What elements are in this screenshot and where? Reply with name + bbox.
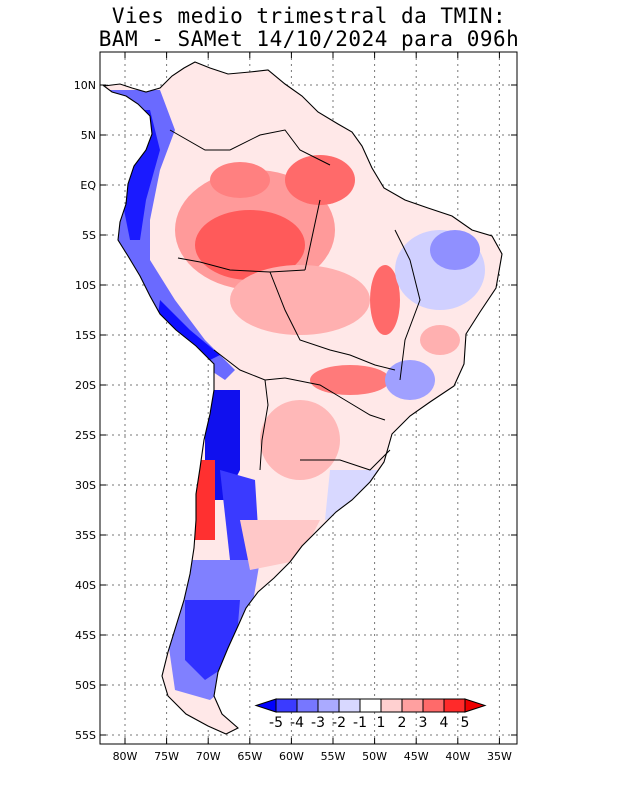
colorbar-label: -4 (290, 715, 304, 731)
border-chile-argentina-north (259, 379, 269, 471)
lat-tick-label: EQ (80, 179, 96, 192)
colorbar-label: -2 (332, 715, 346, 731)
map-title-line1: Vies medio trimestral da TMIN: (111, 4, 507, 28)
colorbar-swatch (401, 698, 424, 713)
lon-tick-label: 65W (237, 750, 262, 763)
lon-tick-label: 55W (321, 750, 346, 763)
colorbar: -5 -4 -3 -2 -1 1 2 3 4 5 (254, 698, 487, 731)
lat-tick-label: 5N (81, 129, 96, 142)
border-bolivia-brazil (269, 271, 396, 371)
bias-region-uruguay (325, 470, 380, 520)
colorbar-max-arrow (464, 698, 487, 713)
lat-tick-label: 30S (75, 479, 96, 492)
lon-tick-label: 60W (279, 750, 304, 763)
bias-region-southeast (385, 360, 435, 400)
colorbar-label: 1 (377, 715, 386, 731)
lon-tick-label: 40W (445, 750, 470, 763)
border-amazon-internal (304, 199, 321, 271)
lat-tick-label: 55S (75, 729, 96, 742)
lat-tick-label: 25S (75, 429, 96, 442)
bias-region-amazon-core (195, 210, 305, 280)
lat-tick-label: 5S (82, 229, 96, 242)
lat-tick-label: 10S (75, 279, 96, 292)
colorbar-swatch (317, 698, 340, 713)
bias-region-north (285, 155, 355, 205)
lat-tick-label: 10N (74, 79, 96, 92)
border-bolivia-peru (213, 349, 286, 381)
lat-tick-label: 15S (75, 329, 96, 342)
border-uruguay (300, 449, 391, 471)
map-title-line2: BAM - SAMet 14/10/2024 para 096h (98, 27, 520, 51)
colorbar-swatch (422, 698, 445, 713)
colorbar-swatch (338, 698, 361, 713)
lat-tick-label: 40S (75, 579, 96, 592)
bias-region-peru-coast (158, 300, 220, 360)
colorbar-label: -1 (353, 715, 367, 731)
lon-tick-label: 70W (196, 750, 221, 763)
bias-region-chile-central (195, 460, 215, 540)
colorbar-swatch (380, 698, 403, 713)
bias-region-south-central (310, 365, 390, 395)
bias-region-tocantins (370, 265, 400, 335)
coastline (102, 61, 503, 735)
border-peru-brazil (177, 257, 306, 273)
colorbar-swatch (443, 698, 466, 713)
colorbar-label: 4 (440, 715, 449, 731)
border-paraguay (284, 377, 386, 421)
latitude-axis: 10N 5N EQ 5S 10S 15S 20S 25S 30S 35S 40S 45S 50S 55S (74, 79, 517, 742)
colorbar-label: 2 (398, 715, 407, 731)
lat-tick-label: 50S (75, 679, 96, 692)
bias-region-central (230, 265, 370, 335)
colorbar-swatch (296, 698, 319, 713)
colorbar-label: -3 (311, 715, 325, 731)
lat-tick-label: 35S (75, 529, 96, 542)
lon-tick-label: 80W (113, 750, 138, 763)
lat-tick-label: 45S (75, 629, 96, 642)
lon-tick-label: 50W (362, 750, 387, 763)
colorbar-label: 3 (419, 715, 428, 731)
bias-region-northwest (210, 162, 270, 198)
bias-region-northeast-core (430, 230, 480, 270)
border-north (169, 129, 331, 166)
lat-tick-label: 20S (75, 379, 96, 392)
country-borders (169, 129, 421, 471)
bias-region-chaco (260, 400, 340, 480)
lon-tick-label: 45W (404, 750, 429, 763)
bias-shading (110, 90, 485, 700)
border-brazil-states (394, 229, 421, 381)
longitude-axis: 80W 75W 70W 65W 60W 55W 50W 45W 40W 35W (113, 52, 512, 763)
colorbar-label: -5 (269, 715, 283, 731)
lon-tick-label: 75W (154, 750, 179, 763)
colorbar-label: 5 (461, 715, 470, 731)
colorbar-swatch (275, 698, 298, 713)
bias-region-east (420, 325, 460, 355)
colorbar-swatch (359, 698, 382, 713)
lon-tick-label: 35W (487, 750, 512, 763)
